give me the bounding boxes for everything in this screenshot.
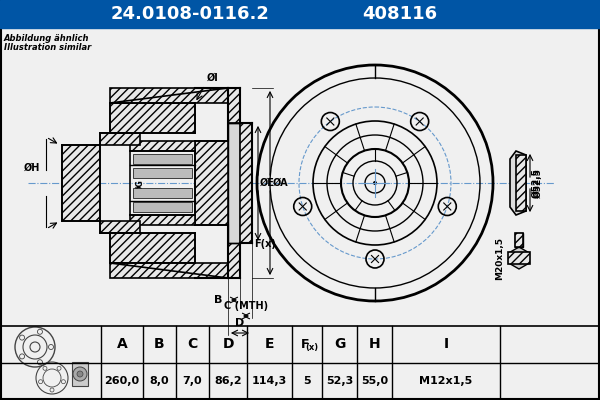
- Text: 8,0: 8,0: [149, 376, 169, 386]
- Bar: [62, 145, 100, 221]
- Bar: [195, 141, 228, 225]
- Bar: [240, 123, 252, 243]
- Text: ØI: ØI: [207, 73, 219, 83]
- Text: 86,2: 86,2: [214, 376, 242, 386]
- Bar: [133, 154, 192, 164]
- Text: ØA: ØA: [273, 178, 289, 188]
- Text: E: E: [265, 337, 274, 351]
- Bar: [508, 252, 530, 264]
- Text: M12x1,5: M12x1,5: [419, 376, 473, 386]
- Bar: [110, 88, 228, 103]
- Bar: [110, 233, 195, 263]
- Text: F(x): F(x): [254, 239, 276, 249]
- Text: B: B: [214, 295, 222, 305]
- Text: D: D: [235, 318, 245, 328]
- Text: 52,3: 52,3: [326, 376, 353, 386]
- Text: Ø52,5: Ø52,5: [533, 168, 542, 198]
- Text: 408116: 408116: [362, 5, 437, 23]
- Bar: [72, 362, 88, 386]
- Text: 114,3: 114,3: [252, 376, 287, 386]
- Text: M20x1,5: M20x1,5: [495, 236, 504, 280]
- Bar: [228, 123, 240, 243]
- Bar: [110, 103, 195, 133]
- Bar: [133, 168, 192, 178]
- Bar: [133, 202, 192, 212]
- Text: 260,0: 260,0: [104, 376, 140, 386]
- Text: 55,0: 55,0: [361, 376, 388, 386]
- Bar: [110, 263, 228, 278]
- Text: G: G: [334, 337, 345, 351]
- Text: ØE: ØE: [260, 178, 275, 188]
- Bar: [100, 133, 140, 145]
- Bar: [0, 0, 600, 28]
- Circle shape: [73, 367, 87, 381]
- Text: C (MTH): C (MTH): [224, 301, 268, 311]
- Text: 7,0: 7,0: [182, 376, 202, 386]
- Text: H: H: [368, 337, 380, 351]
- Text: I: I: [443, 337, 449, 351]
- Text: 24.0108-0116.2: 24.0108-0116.2: [110, 5, 269, 23]
- Circle shape: [373, 181, 377, 185]
- Bar: [515, 233, 523, 247]
- Text: ØG: ØG: [136, 180, 145, 192]
- Text: ØH: ØH: [24, 163, 40, 173]
- Bar: [100, 221, 140, 233]
- Text: B: B: [154, 337, 165, 351]
- Bar: [130, 215, 195, 225]
- Text: Abbildung ähnlich: Abbildung ähnlich: [4, 34, 89, 43]
- Bar: [228, 88, 240, 123]
- Text: A: A: [116, 337, 127, 351]
- Bar: [133, 188, 192, 198]
- Text: C: C: [187, 337, 197, 351]
- Text: D: D: [222, 337, 234, 351]
- Bar: [228, 243, 240, 278]
- Bar: [515, 233, 523, 247]
- Circle shape: [77, 371, 83, 377]
- Bar: [516, 155, 526, 211]
- Text: (x): (x): [305, 343, 319, 352]
- Text: Ø52,5: Ø52,5: [532, 168, 541, 198]
- Text: 5: 5: [303, 376, 311, 386]
- Text: F: F: [301, 338, 309, 351]
- Polygon shape: [510, 151, 526, 215]
- Bar: [130, 141, 195, 151]
- Polygon shape: [509, 247, 529, 269]
- Text: Illustration similar: Illustration similar: [4, 43, 91, 52]
